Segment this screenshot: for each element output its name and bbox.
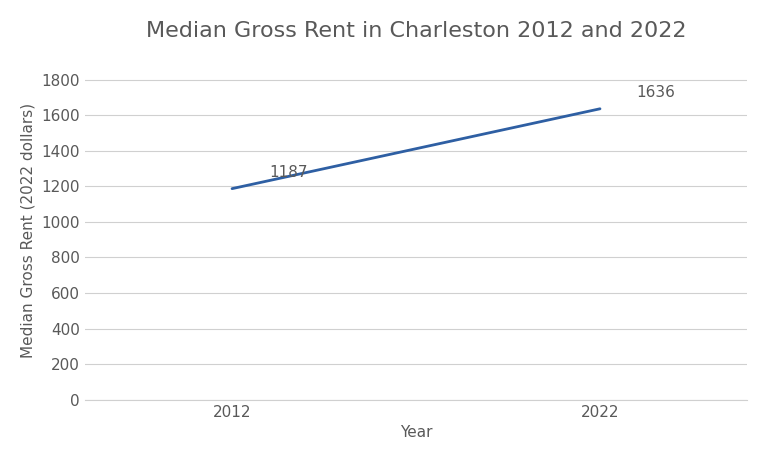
Text: 1187: 1187 — [269, 165, 307, 180]
Y-axis label: Median Gross Rent (2022 dollars): Median Gross Rent (2022 dollars) — [21, 103, 36, 358]
Text: 1636: 1636 — [637, 85, 676, 100]
X-axis label: Year: Year — [400, 425, 432, 440]
Title: Median Gross Rent in Charleston 2012 and 2022: Median Gross Rent in Charleston 2012 and… — [146, 21, 687, 41]
